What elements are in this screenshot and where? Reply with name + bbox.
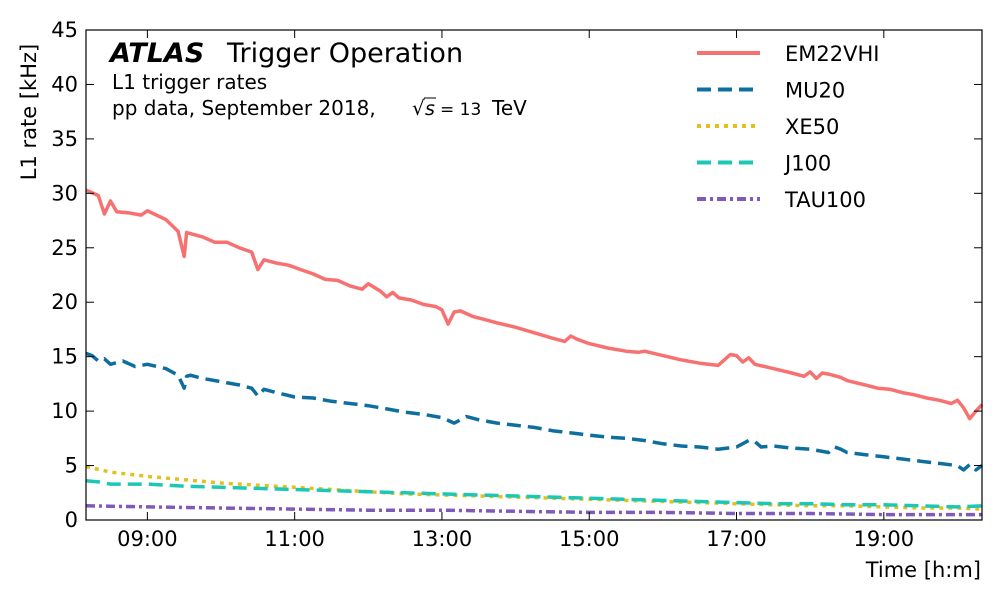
annotation-line2: pp data, September 2018, [112, 96, 376, 120]
x-tick-label: 19:00 [854, 527, 915, 551]
y-tick-label: 25 [51, 236, 78, 260]
legend-label-j100: J100 [783, 152, 831, 176]
x-tick-label: 13:00 [412, 527, 473, 551]
energy-unit: TeV [491, 96, 527, 120]
y-tick-label: 30 [51, 181, 78, 205]
annotation-subtitle: Trigger Operation [226, 38, 463, 69]
legend-label-xe50: XE50 [785, 115, 839, 139]
series-line-j100 [85, 479, 983, 509]
legend: EM22VHI MU20 XE50 J100 TAU100 [697, 42, 879, 212]
legend-label-em22vhi: EM22VHI [785, 42, 879, 66]
series-line-mu20 [85, 351, 984, 472]
y-tick-label: 35 [51, 127, 78, 151]
y-tick-label: 15 [51, 345, 78, 369]
series-line-em22vhi [85, 188, 984, 421]
y-tick-label: 40 [51, 72, 78, 96]
sqrt-symbol: √ [412, 96, 425, 120]
x-axis-label: Time [h:m] [865, 558, 981, 582]
annotation-line1: L1 trigger rates [112, 70, 267, 94]
legend-label-tau100: TAU100 [784, 188, 866, 212]
x-tick-label: 11:00 [264, 527, 325, 551]
y-axis-label: L1 rate [kHz] [17, 44, 41, 180]
annotation-line2-prefix: pp data, September 2018, [112, 96, 376, 120]
atlas-brand: ATLAS [108, 38, 204, 69]
y-tick-label: 0 [65, 508, 78, 532]
series-layer [85, 188, 984, 517]
y-tick-label: 20 [51, 290, 78, 314]
y-tick-label: 45 [51, 18, 78, 42]
plot-frame [85, 29, 983, 521]
y-tick-label: 10 [51, 399, 78, 423]
sqrt-argument: s [425, 98, 435, 120]
x-tick-label: 17:00 [706, 527, 767, 551]
axis-ticks: 0 5 10 15 20 25 30 35 40 45 09:00 11:00 13:00 15:00 17… [51, 18, 982, 551]
legend-label-mu20: MU20 [785, 79, 845, 103]
energy-value: = 13 [440, 100, 481, 120]
x-tick-label: 15:00 [559, 527, 620, 551]
series-line-tau100 [85, 504, 982, 517]
series-line-xe50 [85, 464, 983, 511]
x-tick-label: 09:00 [117, 527, 178, 551]
y-tick-label: 5 [65, 454, 78, 478]
experiment-annotation: ATLAS Trigger Operation L1 trigger rates… [108, 38, 527, 120]
